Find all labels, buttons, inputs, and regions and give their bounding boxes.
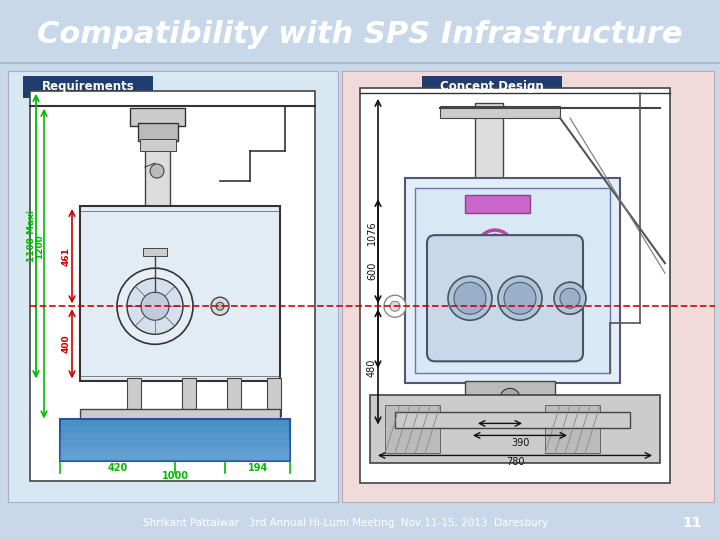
FancyBboxPatch shape [80, 409, 280, 421]
FancyBboxPatch shape [127, 379, 141, 416]
Circle shape [150, 164, 164, 178]
Text: 390: 390 [510, 438, 529, 448]
Circle shape [498, 276, 542, 320]
FancyBboxPatch shape [465, 381, 555, 414]
Circle shape [560, 288, 580, 308]
Circle shape [216, 302, 224, 310]
Text: Concept Design: Concept Design [440, 80, 544, 93]
Circle shape [554, 282, 586, 314]
Text: Requirements: Requirements [42, 80, 135, 93]
Text: 780: 780 [505, 457, 524, 468]
FancyBboxPatch shape [182, 379, 196, 416]
FancyBboxPatch shape [8, 71, 338, 502]
Circle shape [127, 278, 183, 334]
FancyBboxPatch shape [80, 206, 280, 381]
Text: Compatibility with SPS Infrastructure: Compatibility with SPS Infrastructure [37, 20, 683, 49]
FancyBboxPatch shape [422, 76, 562, 98]
Text: 1108 Maxi: 1108 Maxi [27, 210, 37, 262]
FancyBboxPatch shape [440, 106, 560, 118]
Circle shape [390, 301, 400, 311]
FancyBboxPatch shape [140, 139, 176, 151]
Text: 1000: 1000 [161, 471, 189, 482]
FancyBboxPatch shape [143, 248, 167, 256]
FancyBboxPatch shape [465, 195, 530, 213]
FancyBboxPatch shape [60, 448, 290, 455]
FancyBboxPatch shape [60, 434, 290, 441]
Text: 1076: 1076 [367, 221, 377, 246]
Circle shape [211, 297, 229, 315]
Text: 420: 420 [108, 463, 128, 474]
Circle shape [454, 282, 486, 314]
FancyBboxPatch shape [360, 88, 670, 483]
Circle shape [117, 268, 193, 345]
FancyBboxPatch shape [415, 188, 610, 373]
FancyBboxPatch shape [475, 103, 503, 203]
FancyBboxPatch shape [267, 379, 281, 416]
FancyBboxPatch shape [60, 420, 290, 462]
FancyBboxPatch shape [545, 406, 600, 454]
Text: 400: 400 [61, 334, 71, 353]
FancyBboxPatch shape [145, 111, 170, 211]
FancyBboxPatch shape [30, 91, 315, 482]
Circle shape [500, 388, 520, 408]
FancyBboxPatch shape [385, 406, 440, 454]
FancyBboxPatch shape [138, 123, 178, 141]
Text: 600: 600 [367, 262, 377, 280]
Text: 480: 480 [367, 358, 377, 376]
Circle shape [504, 282, 536, 314]
Circle shape [448, 276, 492, 320]
Text: 461: 461 [61, 247, 71, 266]
FancyBboxPatch shape [130, 108, 185, 126]
Text: 11: 11 [683, 516, 702, 530]
Text: Shrikant Pattalwar   3rd Annual Hi-Lumi Meeting  Nov 11-15, 2013  Daresbury: Shrikant Pattalwar 3rd Annual Hi-Lumi Me… [143, 518, 548, 528]
FancyBboxPatch shape [370, 395, 660, 463]
FancyBboxPatch shape [23, 76, 153, 98]
FancyBboxPatch shape [427, 235, 583, 361]
Text: 1200: 1200 [35, 234, 45, 259]
FancyBboxPatch shape [342, 71, 714, 502]
FancyBboxPatch shape [60, 455, 290, 462]
FancyBboxPatch shape [60, 441, 290, 448]
FancyBboxPatch shape [405, 178, 620, 383]
Circle shape [384, 295, 406, 317]
FancyBboxPatch shape [227, 379, 241, 416]
Circle shape [141, 292, 169, 320]
FancyBboxPatch shape [395, 413, 630, 428]
Text: 194: 194 [248, 463, 268, 474]
